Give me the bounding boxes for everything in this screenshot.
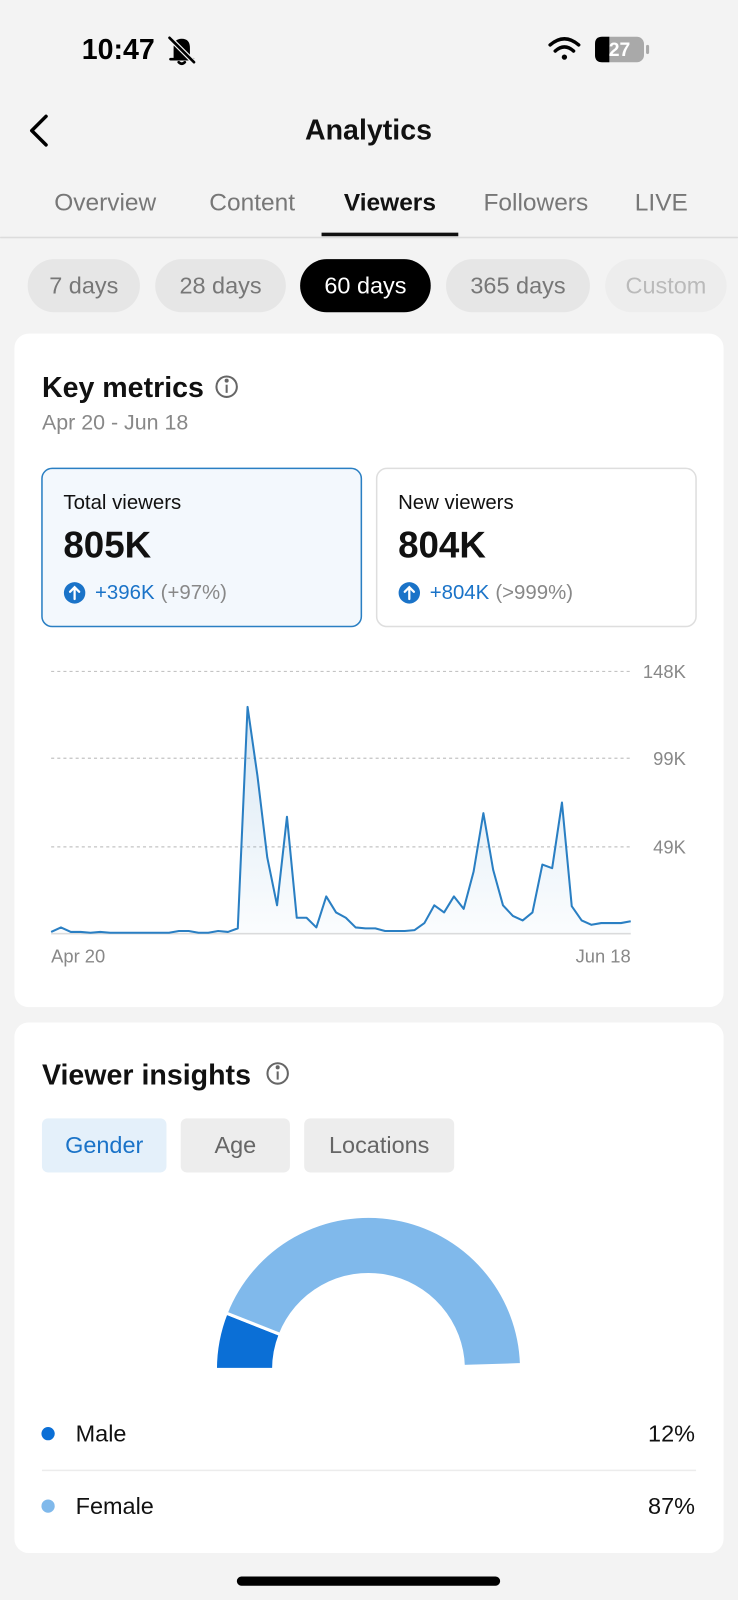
metric-change: +804K (>999%) bbox=[430, 582, 573, 604]
back-button[interactable] bbox=[30, 114, 48, 147]
chip-label: 28 days bbox=[179, 273, 261, 299]
line-area bbox=[51, 706, 631, 934]
up-arrow bbox=[68, 585, 81, 601]
tab[interactable]: Followers bbox=[483, 190, 588, 217]
insight-chip[interactable]: Gender bbox=[41, 1118, 167, 1173]
chip-label: Age bbox=[214, 1132, 256, 1158]
x-tick-label: Apr 20 bbox=[51, 946, 105, 967]
change-percent: (+97%) bbox=[161, 582, 227, 604]
viewer-insights-card bbox=[14, 1022, 724, 1554]
change-percent: (>999%) bbox=[495, 582, 573, 604]
tab[interactable]: Viewers bbox=[344, 190, 436, 217]
legend-value: 12% bbox=[648, 1421, 695, 1447]
section-title: Key metrics bbox=[42, 372, 204, 404]
range-chip[interactable]: 60 days bbox=[300, 259, 431, 313]
legend-label: Male bbox=[76, 1421, 127, 1447]
metric-change: +396K (+97%) bbox=[95, 582, 227, 604]
y-tick-label: 148K bbox=[643, 661, 687, 682]
metric-value: 805K bbox=[63, 524, 151, 565]
range-chip[interactable]: Custom bbox=[605, 259, 727, 313]
info-icon[interactable] bbox=[215, 375, 238, 398]
range-chip[interactable]: 7 days bbox=[27, 259, 140, 313]
chip-background bbox=[155, 259, 286, 313]
chip-background bbox=[300, 259, 431, 313]
status-time: 10:47 bbox=[82, 34, 155, 66]
metric-label: Total viewers bbox=[63, 492, 181, 514]
y-tick-label: 99K bbox=[653, 748, 686, 769]
chip-background bbox=[27, 259, 140, 313]
tabs-divider bbox=[0, 236, 738, 239]
chip-background bbox=[446, 259, 590, 313]
card-frame bbox=[41, 467, 363, 628]
wifi-icon bbox=[548, 37, 581, 60]
range-chip[interactable]: 28 days bbox=[155, 259, 286, 313]
date-range: Apr 20 - Jun 18 bbox=[42, 410, 188, 434]
change-amount: +804K bbox=[430, 582, 490, 604]
metric-value: 804K bbox=[398, 524, 486, 565]
line-series bbox=[50, 705, 631, 934]
chip-label: 7 days bbox=[49, 273, 118, 299]
x-tick-label: Jun 18 bbox=[576, 946, 631, 967]
battery-level: 27 bbox=[609, 39, 631, 61]
y-tick-label: 49K bbox=[653, 836, 686, 857]
metric-card[interactable]: New viewers 804K +804K (>999%) bbox=[375, 467, 697, 628]
section-title: Viewer insights bbox=[42, 1060, 251, 1092]
tab[interactable]: Content bbox=[209, 190, 295, 217]
chip-label: 60 days bbox=[324, 273, 406, 299]
info-icon[interactable] bbox=[266, 1062, 289, 1085]
change-amount: +396K bbox=[95, 582, 155, 604]
chip-background bbox=[304, 1118, 455, 1173]
chip-label: 365 days bbox=[470, 273, 565, 299]
battery-icon: 27 bbox=[595, 36, 650, 63]
tab[interactable]: LIVE bbox=[635, 190, 688, 217]
card-frame bbox=[375, 467, 697, 628]
metric-card[interactable]: Total viewers 805K +396K (+97%) bbox=[41, 467, 363, 628]
chip-background bbox=[180, 1118, 290, 1173]
chip-label: Custom bbox=[626, 273, 707, 299]
chip-background bbox=[605, 259, 727, 313]
page-title: Analytics bbox=[305, 115, 432, 147]
chip-label: Gender bbox=[65, 1132, 143, 1158]
chip-label: Locations bbox=[329, 1132, 429, 1158]
donut-segment bbox=[224, 1214, 524, 1368]
legend-value: 87% bbox=[648, 1493, 695, 1519]
tab[interactable]: Overview bbox=[54, 190, 156, 217]
home-indicator bbox=[236, 1576, 501, 1586]
legend-label: Female bbox=[76, 1493, 154, 1519]
silent-icon bbox=[166, 35, 197, 66]
legend-dot bbox=[41, 1499, 55, 1513]
range-chip[interactable]: 365 days bbox=[446, 259, 590, 313]
chip-background bbox=[41, 1118, 167, 1173]
insight-chip[interactable]: Age bbox=[180, 1118, 290, 1173]
metric-label: New viewers bbox=[398, 492, 514, 514]
tab-underline bbox=[321, 232, 459, 237]
legend-dot bbox=[41, 1427, 55, 1441]
key-metrics-card bbox=[14, 333, 724, 1008]
up-arrow bbox=[403, 585, 416, 601]
insight-chip[interactable]: Locations bbox=[304, 1118, 455, 1173]
